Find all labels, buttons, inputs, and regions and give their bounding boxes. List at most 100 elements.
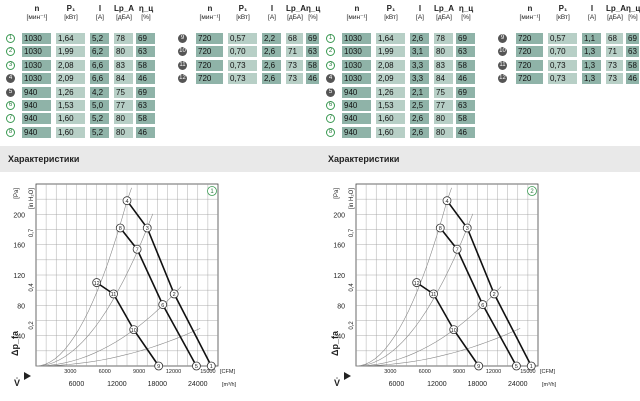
curve-id-badge: 12 — [498, 74, 507, 84]
header-symbol: I — [98, 4, 102, 13]
system-curve — [355, 328, 521, 367]
table-cell: 69 — [136, 33, 155, 44]
table-cell: 0,73 — [228, 59, 257, 71]
x-top-tick-label: 6000 — [99, 369, 111, 375]
operating-point: 6 — [158, 300, 168, 309]
table-cell: 83 — [114, 59, 133, 71]
table-cell: 1030 — [22, 59, 51, 71]
table-header-left: I [A] — [90, 4, 110, 24]
operating-point-label: 4 — [445, 199, 448, 205]
header-symbol: Lp_A — [606, 4, 626, 13]
table-cell: 71 — [606, 46, 623, 58]
table-header-left: Lp_A [дБА] — [114, 4, 134, 24]
table-cell: 69 — [306, 33, 319, 44]
table-cell: 940 — [342, 100, 371, 111]
x-unit-top: [CFM] — [220, 369, 235, 375]
curve-id-badge: 10 — [178, 47, 187, 57]
operating-point: 3 — [462, 223, 472, 233]
curve-id-badge: 2 — [326, 47, 335, 57]
y-tick-label: 120 — [13, 273, 25, 280]
x-axis-label: V̇ — [14, 378, 20, 388]
table-cell: 3,1 — [410, 46, 429, 58]
chart-id-badge: 1 — [207, 186, 217, 196]
table-cell: 4,2 — [90, 86, 109, 98]
header-symbol: Lp_A — [286, 4, 306, 13]
y-tick-label: 80 — [17, 303, 25, 310]
header-symbol: I — [270, 4, 274, 13]
table-cell: 5,0 — [90, 100, 109, 111]
operating-point: 1 — [526, 361, 536, 371]
header-unit: [%] — [308, 14, 318, 21]
y-right-tick-label: 0,7 — [349, 228, 355, 237]
header-symbol: I — [418, 4, 422, 13]
table-cell: 68 — [606, 33, 623, 44]
curve-id-badge: 7 — [326, 114, 335, 124]
curve-id-badge: 9 — [498, 34, 507, 43]
operating-point: 11 — [429, 289, 438, 299]
curve-id-badge: 6 — [6, 101, 15, 110]
operating-point: 11 — [109, 289, 118, 299]
x-unit-bottom: [m³/h] — [542, 382, 557, 388]
panel-2: n [мин⁻¹] P₁ [кВт] I [A] Lp_A [дБА] η_ц [%] n [мин⁻… — [320, 0, 640, 401]
table-cell: 80 — [434, 113, 453, 125]
operating-point-label: 4 — [125, 199, 128, 205]
table-cell: 69 — [626, 33, 639, 44]
header-symbol: n — [34, 4, 40, 13]
header-unit: [кВт] — [64, 14, 78, 21]
table-cell: 73 — [606, 73, 623, 85]
y-right-tick-label: 0,4 — [349, 283, 355, 292]
header-symbol: P₁ — [386, 4, 396, 13]
fan-curve-720 — [96, 281, 160, 367]
table-cell: 80 — [434, 126, 453, 138]
x-bottom-tick-label: 6000 — [69, 381, 85, 388]
curve-id-badge: 5 — [326, 87, 335, 97]
chart-id-label: 1 — [210, 189, 214, 195]
table-cell: 80 — [114, 126, 133, 138]
panel-1: n [мин⁻¹] P₁ [кВт] I [A] Lp_A [дБА] η_ц [%] n [мин⁻… — [0, 4, 320, 388]
table-cell: 940 — [342, 86, 371, 98]
system-curve — [355, 286, 502, 367]
table-cell: 1030 — [342, 59, 371, 71]
table-cell: 0,70 — [228, 46, 257, 58]
header-symbol: η_ц — [626, 4, 640, 13]
table-cell: 1030 — [342, 33, 371, 44]
table-cell: 1030 — [22, 46, 51, 58]
table-cell: 46 — [626, 73, 639, 85]
curve-id-badge: 5 — [6, 87, 15, 97]
operating-point: 2 — [169, 289, 179, 299]
table-cell: 58 — [136, 59, 155, 71]
header-unit: [мин⁻¹] — [199, 14, 221, 21]
table-cell: 2,6 — [262, 73, 281, 85]
header-symbol: n — [354, 4, 360, 13]
table-header-right: Lp_A [дБА] — [606, 4, 626, 24]
table-cell: 63 — [456, 100, 475, 111]
table-cell: 1,64 — [376, 33, 405, 44]
table-cell: 3,3 — [410, 59, 429, 71]
table-cell: 1,60 — [56, 113, 85, 125]
table-cell: 1,60 — [56, 126, 85, 138]
operating-point: 5 — [512, 361, 521, 371]
operating-point-label: 3 — [146, 226, 149, 232]
x-top-tick-label: 15000 — [520, 369, 535, 375]
table-cell: 2,5 — [410, 100, 429, 111]
curve-id-badge: 11 — [498, 60, 507, 70]
table-cell: 1030 — [342, 46, 371, 58]
header-unit: [дБА] — [436, 14, 452, 21]
header-unit: [кВт] — [556, 14, 570, 21]
operating-point-label: 10 — [451, 328, 457, 334]
operating-point: 7 — [132, 244, 142, 254]
operating-point-label: 1 — [530, 364, 533, 370]
table-cell: 720 — [196, 33, 223, 44]
x-bottom-tick-label: 6000 — [389, 381, 405, 388]
table-cell: 68 — [286, 33, 303, 44]
y-unit-right: [in H₂O] — [29, 188, 35, 209]
fan-curve-chart: 40 80 120 160 200 0,2 0,4 0,7 [Pa] [in H₂O] Δp_fa 3… — [10, 183, 237, 388]
curve-id-badge: 1 — [6, 34, 15, 43]
table-cell: 1,3 — [582, 73, 601, 85]
x-top-tick-label: 12000 — [486, 369, 501, 375]
curve-id-badge: 8 — [326, 127, 335, 137]
curve-id-badge: 1 — [326, 34, 335, 43]
table-cell: 80 — [114, 113, 133, 125]
operating-point-label: 7 — [456, 247, 459, 253]
header-symbol: n — [207, 4, 213, 13]
